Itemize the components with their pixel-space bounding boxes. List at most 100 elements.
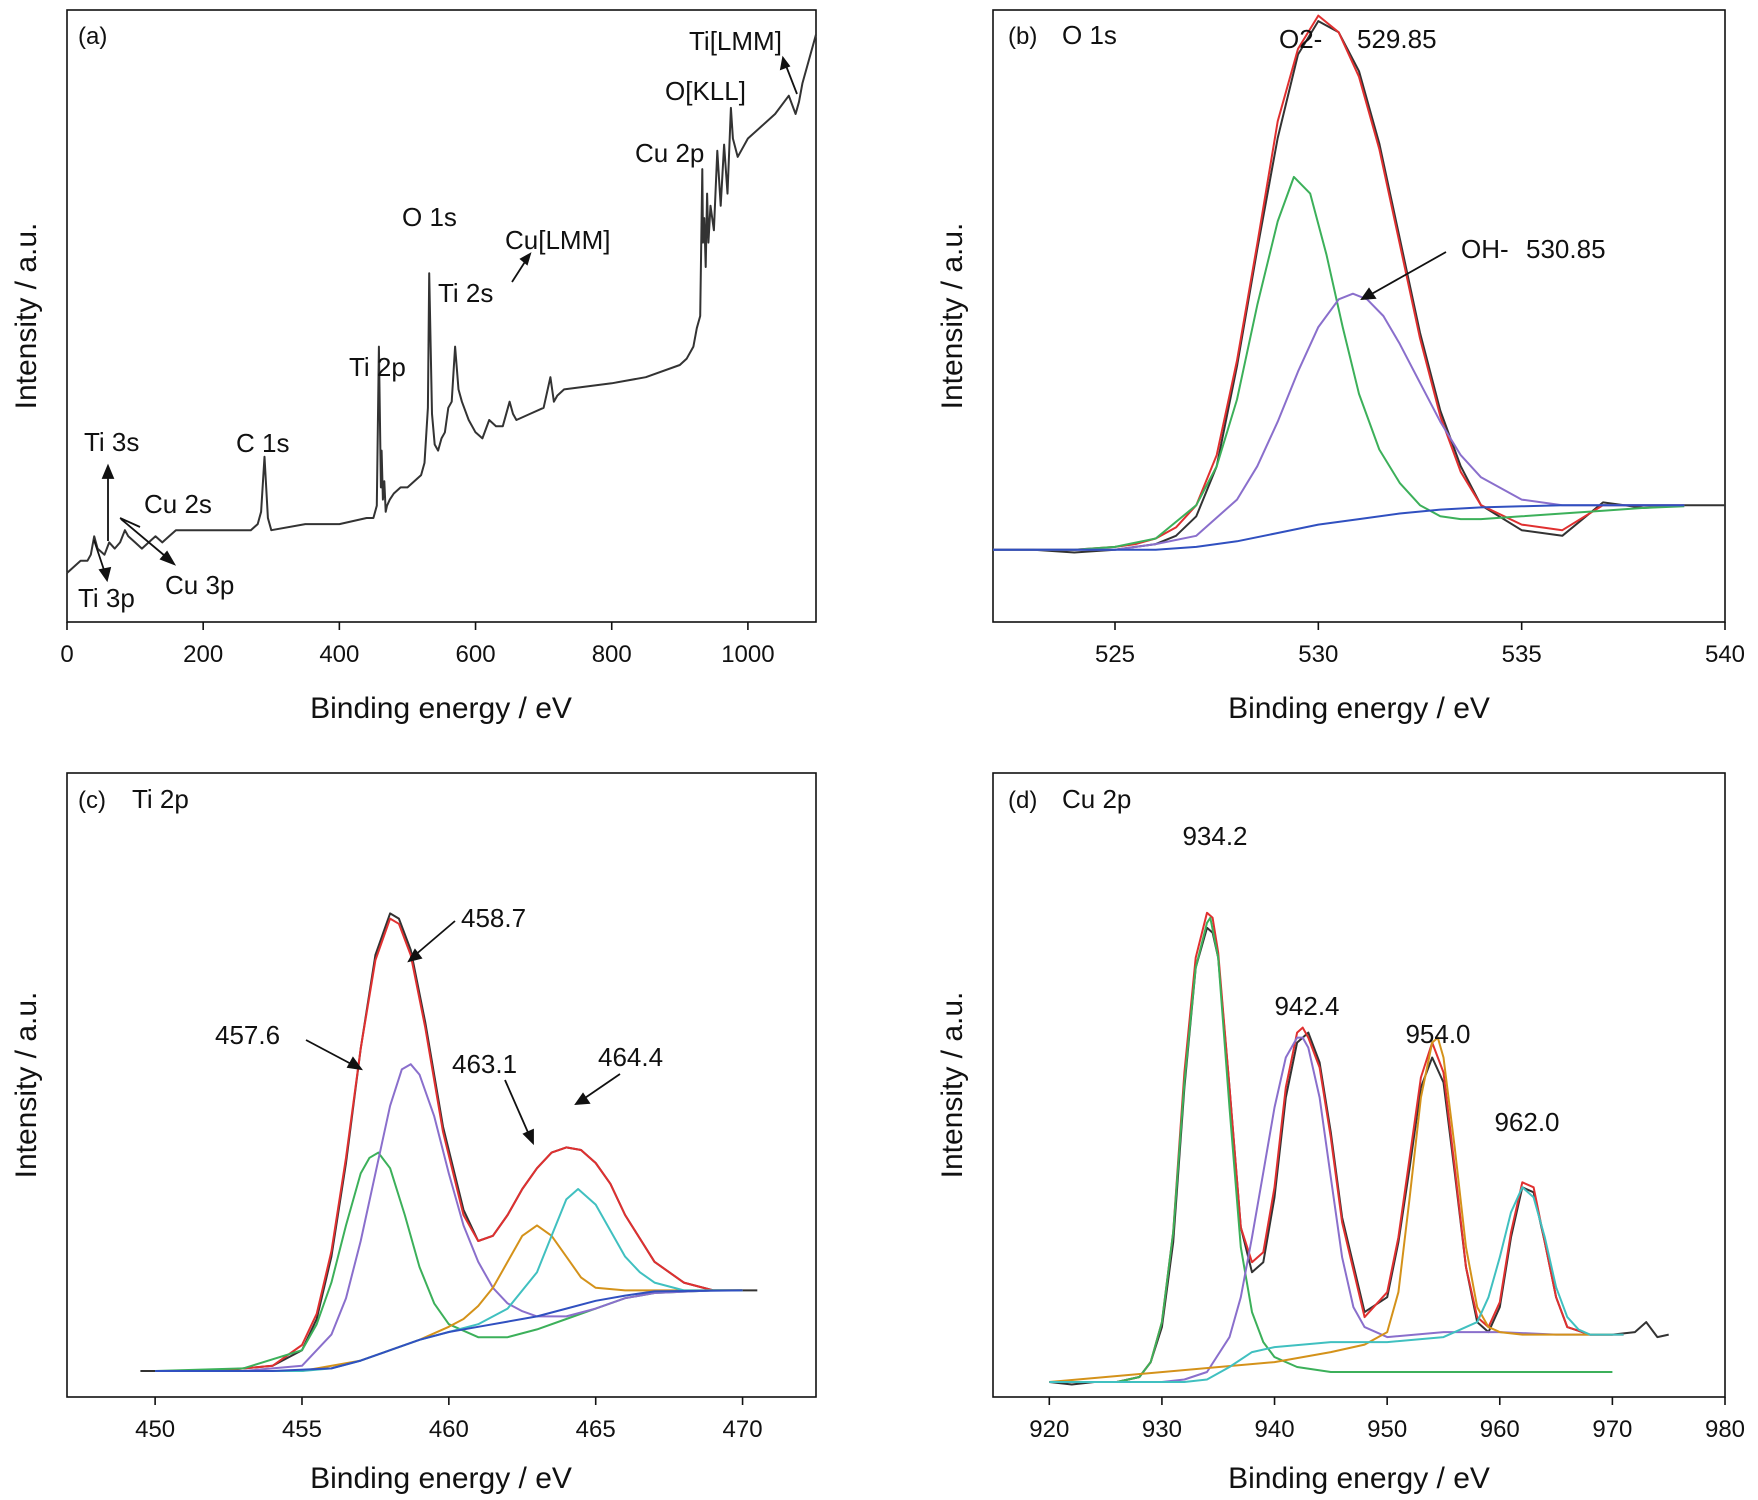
peak-annotations-d: 934.2 942.4 954.0 962.0 xyxy=(1182,821,1559,1137)
arrowhead-ti3p xyxy=(98,566,112,583)
series-group-c xyxy=(140,912,758,1372)
annotation-o2-species: O2- xyxy=(1279,24,1322,54)
x-tick-label-b: 540 xyxy=(1705,641,1745,668)
x-tick-label-d: 920 xyxy=(1029,1416,1069,1443)
panel-b: 525 530 535 540 (b) O 1s Binding energy / e… xyxy=(936,9,1745,725)
panel-label-d: (d) xyxy=(1008,787,1037,814)
plot-frame-c xyxy=(66,772,817,1398)
annotation-o2-energy: 529.85 xyxy=(1357,24,1437,54)
x-ticks-b: 525 530 535 540 xyxy=(1095,622,1745,668)
annotation-ti3p: Ti 3p xyxy=(78,583,135,613)
x-axis-label-a: Binding energy / eV xyxy=(310,692,572,725)
x-tick-label-a: 600 xyxy=(456,641,496,668)
series-line-d-5 xyxy=(1049,1186,1624,1383)
series-group-a xyxy=(66,34,817,574)
annotation-oh-energy: 530.85 xyxy=(1526,234,1606,264)
arrow-464-4 xyxy=(581,1073,621,1101)
x-axis-label-c: Binding energy / eV xyxy=(310,1462,572,1495)
annotation-d-934-2: 934.2 xyxy=(1182,821,1247,851)
arrowhead-ti-lmm xyxy=(779,55,791,71)
annotation-cu-lmm: Cu[LMM] xyxy=(505,225,610,255)
x-tick-label-c: 450 xyxy=(135,1416,175,1443)
series-line-c-3 xyxy=(155,1063,743,1372)
annotation-d-954-0: 954.0 xyxy=(1405,1019,1470,1049)
plot-frame-d xyxy=(992,772,1726,1398)
x-tick-label-d: 930 xyxy=(1142,1416,1182,1443)
x-ticks-a: 0 200 400 600 800 1000 xyxy=(60,622,775,668)
arrow-oh xyxy=(1367,251,1447,297)
annotation-ti3s: Ti 3s xyxy=(84,427,139,457)
series-line-b-0 xyxy=(993,20,1725,554)
panel-label-c: (c) xyxy=(78,787,106,814)
x-tick-label-b: 530 xyxy=(1298,641,1338,668)
panel-a: 0 200 400 600 800 1000 (a) Binding energy / e… xyxy=(10,9,817,725)
arrowhead-oh xyxy=(1360,287,1377,301)
series-line-d-3 xyxy=(1049,1036,1613,1383)
peak-annotations-a: C 1s Ti 2p O 1s Ti 2s Cu[LMM] Cu 2p O[KL… xyxy=(78,26,782,613)
x-tick-label-a: 800 xyxy=(592,641,632,668)
arrowhead-cu-lmm xyxy=(519,252,532,266)
series-line-b-4 xyxy=(993,504,1685,551)
annotation-arrows-c xyxy=(305,920,621,1146)
series-line-c-4 xyxy=(155,1224,743,1372)
x-tick-label-c: 455 xyxy=(282,1416,322,1443)
x-tick-label-c: 470 xyxy=(723,1416,763,1443)
annotation-c-463-1: 463.1 xyxy=(452,1049,517,1079)
panel-c: 450 455 460 465 470 (c) Ti 2p Binding energy… xyxy=(10,772,817,1495)
annotation-d-962-0: 962.0 xyxy=(1494,1107,1559,1137)
peak-annotations-c: 457.6 458.7 463.1 464.4 xyxy=(215,903,663,1079)
series-line-c-6 xyxy=(155,1289,743,1372)
arrowhead-463-1 xyxy=(522,1128,534,1146)
panel-label-b: (b) xyxy=(1008,23,1037,50)
annotation-d-942-4: 942.4 xyxy=(1274,991,1339,1021)
x-tick-label-d: 950 xyxy=(1367,1416,1407,1443)
series-line-c-5 xyxy=(155,1188,743,1372)
arrowhead-cu3p xyxy=(159,550,177,566)
x-tick-label-a: 0 xyxy=(60,641,73,668)
arrow-cu2s-leader xyxy=(119,517,141,528)
x-tick-label-a: 200 xyxy=(183,641,223,668)
x-tick-label-c: 460 xyxy=(429,1416,469,1443)
x-ticks-c: 450 455 460 465 470 xyxy=(135,1397,763,1443)
annotation-cu3p: Cu 3p xyxy=(165,570,234,600)
series-line-b-1 xyxy=(993,14,1685,551)
arrowhead-458-7 xyxy=(407,948,423,963)
x-ticks-d: 920 930 940 950 960 970 980 xyxy=(1029,1397,1745,1443)
annotation-ti2p: Ti 2p xyxy=(349,352,406,382)
annotation-cu2p: Cu 2p xyxy=(635,138,704,168)
series-line-d-1 xyxy=(1049,911,1624,1383)
annotation-cu2s: Cu 2s xyxy=(144,489,212,519)
annotation-c-464-4: 464.4 xyxy=(598,1042,663,1072)
series-group-b xyxy=(993,14,1725,554)
annotation-ti-lmm: Ti[LMM] xyxy=(689,26,782,56)
series-line-c-1 xyxy=(155,917,743,1372)
arrowhead-464-4 xyxy=(574,1092,591,1106)
annotation-c-458-7: 458.7 xyxy=(461,903,526,933)
series-line-a-0 xyxy=(66,34,817,574)
x-tick-label-d: 970 xyxy=(1592,1416,1632,1443)
arrow-457-6 xyxy=(305,1039,356,1067)
y-axis-label-c: Intensity / a.u. xyxy=(10,992,43,1179)
annotation-oh-species: OH- xyxy=(1461,234,1509,264)
x-tick-label-d: 980 xyxy=(1705,1416,1745,1443)
y-axis-label-d: Intensity / a.u. xyxy=(936,992,969,1179)
series-line-b-3 xyxy=(993,292,1685,551)
annotation-c-457-6: 457.6 xyxy=(215,1020,280,1050)
series-line-d-4 xyxy=(1049,1036,1613,1383)
panel-title-c: Ti 2p xyxy=(132,784,189,814)
panel-title-b: O 1s xyxy=(1062,20,1117,50)
x-tick-label-d: 940 xyxy=(1255,1416,1295,1443)
annotation-c1s: C 1s xyxy=(236,428,289,458)
annotation-arrows-b xyxy=(1360,251,1447,301)
panel-d: 920 930 940 950 960 970 980 (d) Cu 2p Binding … xyxy=(936,772,1745,1495)
series-group-d xyxy=(1049,911,1669,1386)
annotation-arrows-a xyxy=(93,55,798,583)
x-axis-label-d: Binding energy / eV xyxy=(1228,1462,1490,1495)
arrowhead-457-6 xyxy=(346,1056,363,1071)
x-axis-label-b: Binding energy / eV xyxy=(1228,692,1490,725)
y-axis-label-b: Intensity / a.u. xyxy=(936,223,969,410)
arrow-458-7 xyxy=(413,920,456,957)
panel-title-d: Cu 2p xyxy=(1062,784,1131,814)
plot-frame-a xyxy=(66,9,817,623)
